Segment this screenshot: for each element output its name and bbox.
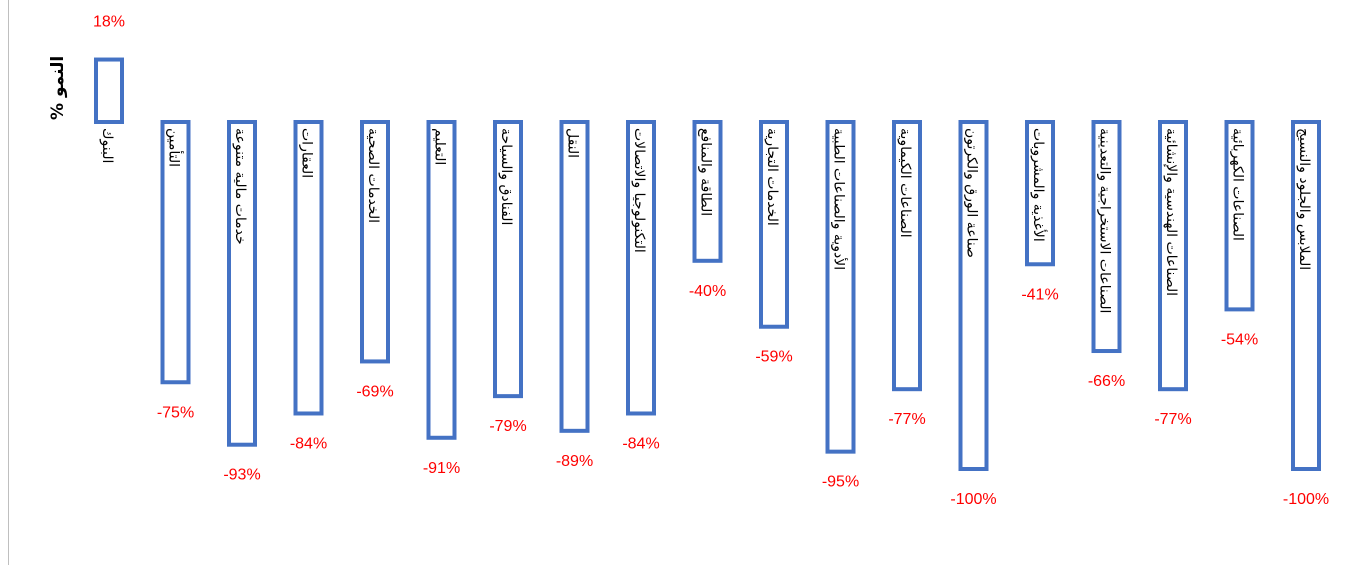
category-label-12: الصناعات الكيماوية — [897, 128, 913, 238]
bar-5 — [426, 120, 457, 440]
category-label-4: الخدمات الصحية — [365, 128, 381, 223]
data-label-2: -93% — [223, 467, 260, 484]
bar-3 — [293, 120, 324, 416]
category-label-15: الصناعات الاستخراجية والتعدينية — [1097, 128, 1113, 313]
bar-7 — [559, 120, 590, 433]
chart-border — [8, 0, 9, 565]
bar-10 — [759, 120, 789, 329]
category-label-8: التكنولوجيا والاتصالات — [631, 128, 647, 253]
bar-12 — [892, 120, 922, 392]
data-label-16: -77% — [1154, 411, 1191, 428]
data-label-15: -66% — [1088, 373, 1125, 390]
data-label-3: -84% — [290, 435, 327, 452]
data-label-0: 18% — [93, 14, 125, 31]
bar-14 — [1025, 120, 1055, 267]
category-label-1: التأمين — [166, 128, 185, 167]
category-label-6: الفنادق والسياحة — [498, 128, 514, 225]
category-label-0: البنوك — [99, 128, 115, 163]
bar-13 — [958, 120, 989, 471]
data-label-10: -59% — [755, 349, 792, 366]
bar-2 — [227, 120, 257, 447]
category-label-17: الصناعات الكهربائية — [1230, 128, 1246, 241]
bar-6 — [493, 120, 523, 399]
category-label-3: العقارات — [299, 128, 315, 178]
bar-15 — [1091, 120, 1122, 354]
bar-8 — [626, 120, 656, 416]
data-label-9: -40% — [689, 283, 726, 300]
bar-0 — [94, 57, 124, 124]
bar-4 — [360, 120, 390, 364]
category-label-16: الصناعات الهندسية والإنشائية — [1163, 128, 1179, 296]
category-label-10: الخدمات التجارية — [764, 128, 780, 226]
data-label-12: -77% — [888, 411, 925, 428]
bar-17 — [1224, 120, 1255, 312]
category-label-11: الأدوية والصناعات الطبية — [831, 128, 849, 270]
data-label-7: -89% — [556, 453, 593, 470]
data-label-17: -54% — [1221, 331, 1258, 348]
bar-11 — [825, 120, 856, 454]
bar-1 — [160, 120, 191, 385]
bar-18 — [1291, 120, 1321, 471]
data-label-5: -91% — [423, 460, 460, 477]
category-label-13: صناعة الورق والكرتون — [964, 128, 980, 258]
data-label-11: -95% — [822, 474, 859, 491]
data-label-13: -100% — [950, 491, 996, 508]
data-label-18: -100% — [1283, 491, 1329, 508]
category-label-5: التعليم — [432, 128, 448, 165]
category-label-18: الملابس والجلود والنسيج — [1296, 128, 1312, 270]
data-label-8: -84% — [622, 435, 659, 452]
bar-9 — [692, 120, 723, 263]
data-label-1: -75% — [157, 404, 194, 421]
category-label-2: خدمات مالية متنوعة — [232, 128, 248, 245]
category-label-7: النقل — [565, 128, 581, 158]
category-label-14: الأغذية والمشروبات — [1030, 128, 1048, 242]
data-label-4: -69% — [356, 383, 393, 400]
category-label-9: الطاقة والمنافع — [698, 128, 714, 216]
data-label-14: -41% — [1021, 286, 1058, 303]
data-label-6: -79% — [489, 418, 526, 435]
bar-16 — [1158, 120, 1188, 392]
